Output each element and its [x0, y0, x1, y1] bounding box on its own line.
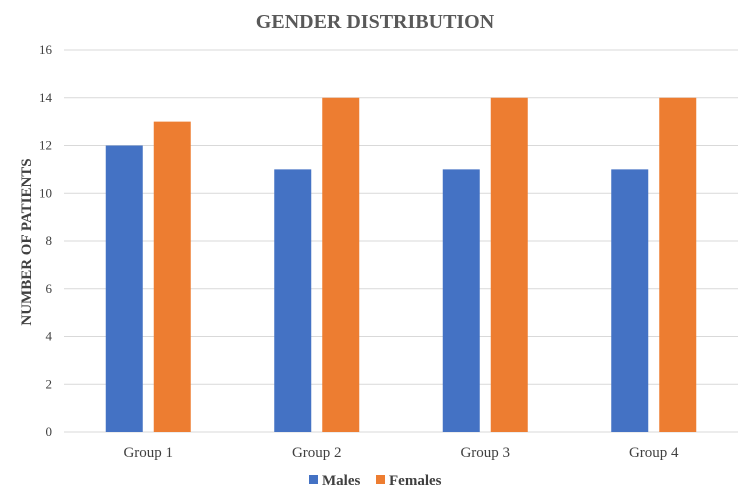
bar-females-1 — [153, 121, 191, 432]
y-axis-label: NUMBER OF PATIENTS — [19, 158, 35, 325]
x-axis-categories: Group 1 Group 2 Group 3 Group 4 — [123, 445, 679, 461]
chart-title: GENDER DISTRIBUTION — [256, 11, 495, 33]
y-tick-label: 12 — [39, 138, 52, 153]
x-category-label: Group 4 — [629, 445, 679, 461]
bars — [105, 97, 697, 432]
legend-label-males: Males — [322, 473, 360, 489]
y-tick-label: 4 — [46, 329, 53, 344]
y-tick-label: 10 — [39, 185, 52, 200]
y-axis-ticks: 0 2 4 6 8 10 12 14 16 — [39, 42, 53, 439]
legend-swatch-females — [376, 475, 385, 484]
y-tick-label: 2 — [46, 376, 53, 391]
bar-females-3 — [490, 97, 528, 432]
x-category-label: Group 2 — [292, 445, 342, 461]
bar-males-2 — [274, 169, 312, 432]
legend: Males Females — [309, 473, 442, 489]
y-tick-label: 0 — [46, 424, 53, 439]
bar-males-3 — [442, 169, 480, 432]
legend-label-females: Females — [389, 473, 442, 489]
bar-females-4 — [659, 97, 697, 432]
x-category-label: Group 3 — [460, 445, 510, 461]
y-tick-label: 14 — [39, 90, 53, 105]
y-tick-label: 6 — [46, 281, 53, 296]
x-category-label: Group 1 — [123, 445, 173, 461]
y-tick-label: 8 — [46, 233, 53, 248]
bar-males-1 — [105, 145, 143, 432]
bar-males-4 — [611, 169, 649, 432]
legend-swatch-males — [309, 475, 318, 484]
bar-females-2 — [322, 97, 360, 432]
y-tick-label: 16 — [39, 42, 53, 57]
